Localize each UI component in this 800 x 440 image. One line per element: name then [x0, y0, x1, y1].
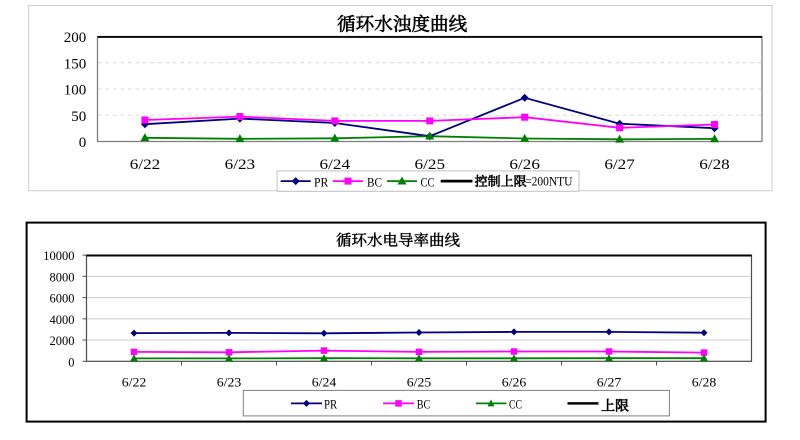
svg-text:2000: 2000: [50, 334, 75, 348]
svg-text:6/24: 6/24: [312, 376, 337, 390]
svg-text:8000: 8000: [50, 270, 75, 284]
svg-text:6/23: 6/23: [225, 157, 256, 173]
svg-text:10000: 10000: [43, 249, 74, 263]
svg-text:6/26: 6/26: [502, 376, 527, 390]
svg-text:PR: PR: [324, 397, 338, 411]
svg-text:6/24: 6/24: [320, 157, 351, 173]
svg-text:0: 0: [68, 355, 74, 369]
svg-text:50: 50: [71, 109, 86, 125]
svg-text:6/22: 6/22: [122, 376, 147, 390]
svg-text:6/22: 6/22: [130, 157, 161, 173]
svg-text:6/27: 6/27: [604, 157, 635, 173]
svg-text:=200NTU: =200NTU: [525, 174, 573, 189]
svg-text:CC: CC: [421, 174, 435, 189]
svg-text:0: 0: [79, 135, 87, 151]
svg-text:4000: 4000: [50, 313, 75, 327]
svg-text:CC: CC: [509, 397, 522, 411]
svg-text:6/28: 6/28: [692, 376, 717, 390]
svg-text:6/25: 6/25: [415, 157, 446, 173]
svg-text:150: 150: [64, 56, 87, 72]
svg-text:6/25: 6/25: [407, 376, 432, 390]
svg-text:6000: 6000: [50, 292, 75, 306]
svg-text:6/27: 6/27: [597, 376, 622, 390]
svg-text:6/28: 6/28: [699, 157, 730, 173]
svg-text:6/26: 6/26: [509, 157, 540, 173]
svg-text:100: 100: [64, 83, 87, 99]
svg-text:PR: PR: [314, 174, 329, 189]
svg-text:6/23: 6/23: [217, 376, 242, 390]
svg-text:200: 200: [64, 30, 87, 46]
svg-text:BC: BC: [367, 174, 382, 189]
svg-text:BC: BC: [417, 397, 431, 411]
